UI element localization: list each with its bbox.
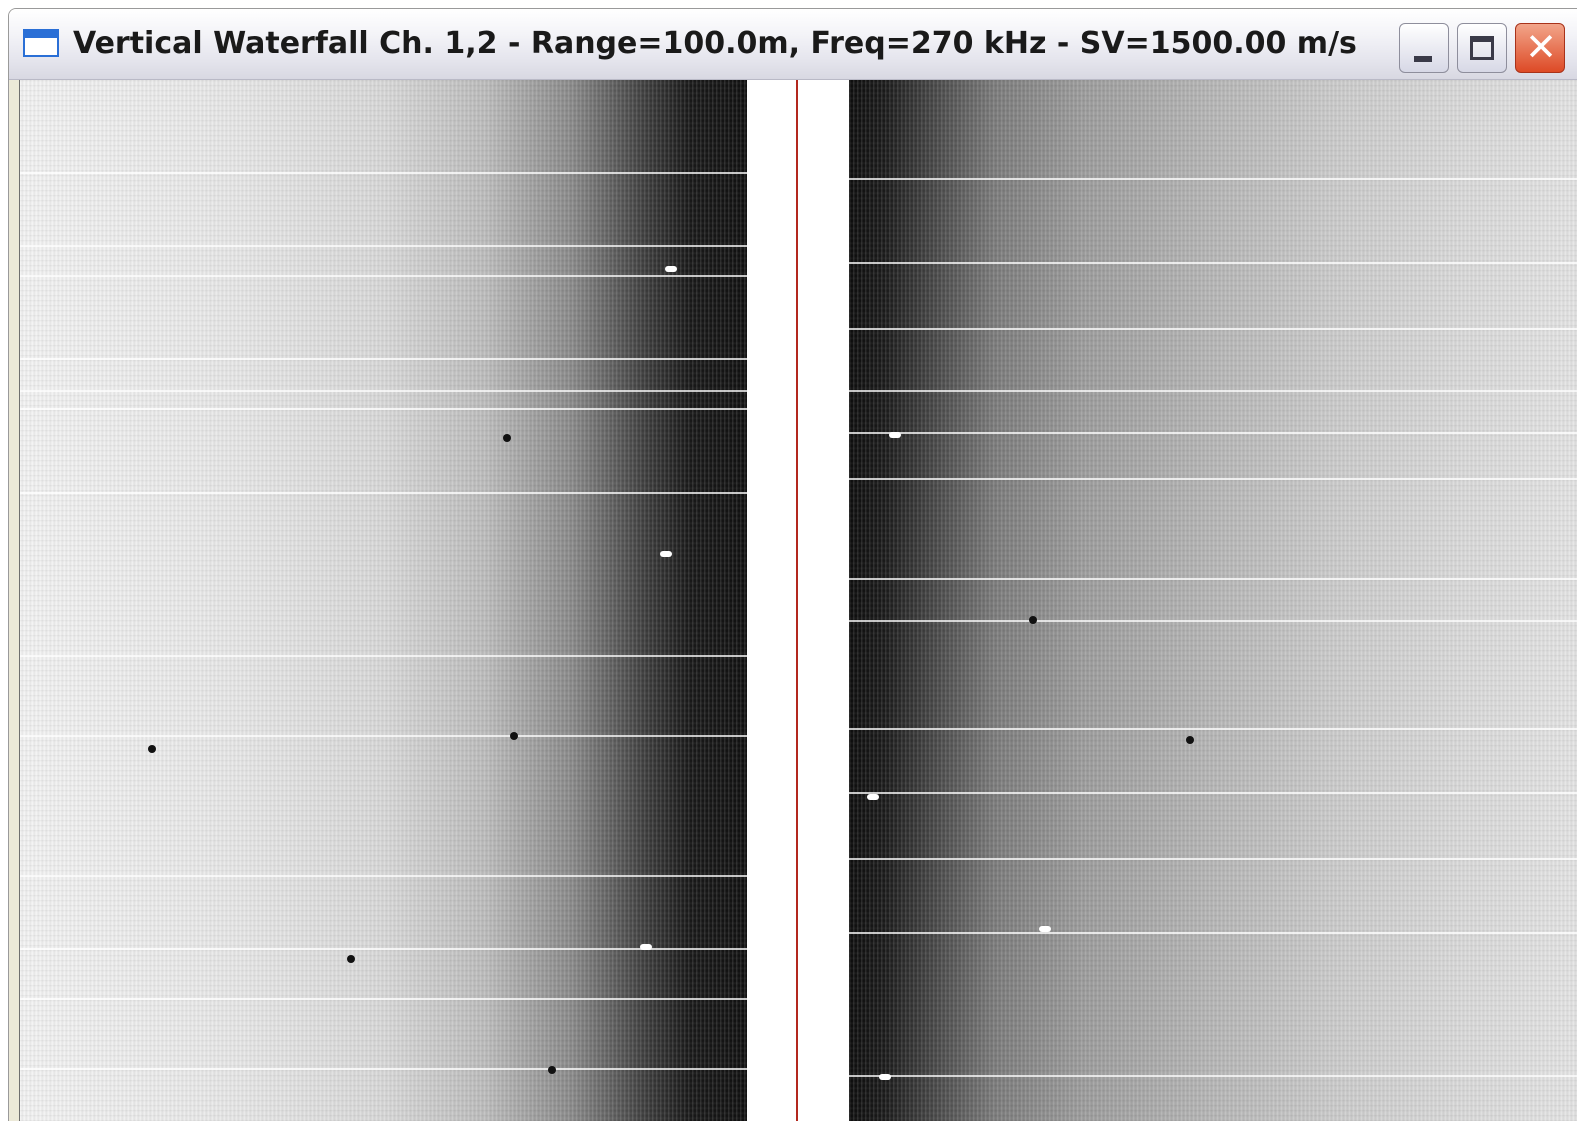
nadir-gap bbox=[747, 80, 849, 1121]
sonar-target bbox=[665, 266, 677, 272]
sonar-target bbox=[660, 551, 672, 557]
scan-line bbox=[849, 390, 1577, 392]
scan-line bbox=[20, 948, 747, 950]
scan-line bbox=[849, 328, 1577, 330]
scan-line bbox=[20, 172, 747, 174]
sonar-target bbox=[503, 434, 511, 442]
sonar-texture bbox=[20, 80, 747, 1121]
maximize-icon bbox=[1470, 36, 1494, 60]
scan-line bbox=[20, 390, 747, 392]
channel-1-waterfall[interactable] bbox=[20, 80, 747, 1121]
scan-line bbox=[20, 358, 747, 360]
waterfall-display[interactable] bbox=[19, 80, 1577, 1121]
scan-line bbox=[20, 735, 747, 737]
sonar-target bbox=[510, 732, 518, 740]
scan-line bbox=[849, 578, 1577, 580]
channel-2-waterfall[interactable] bbox=[849, 80, 1577, 1121]
sonar-waterfall-window: Vertical Waterfall Ch. 1,2 - Range=100.0… bbox=[8, 8, 1577, 1121]
scan-line bbox=[20, 245, 747, 247]
scan-line bbox=[849, 432, 1577, 434]
scan-line bbox=[849, 932, 1577, 934]
scan-line bbox=[849, 262, 1577, 264]
scan-line bbox=[849, 178, 1577, 180]
scan-line bbox=[849, 858, 1577, 860]
maximize-button[interactable] bbox=[1457, 23, 1507, 73]
sonar-target bbox=[640, 944, 652, 950]
sonar-target bbox=[889, 432, 901, 438]
scan-line bbox=[20, 1068, 747, 1070]
sonar-target bbox=[1039, 926, 1051, 932]
scan-line bbox=[849, 728, 1577, 730]
minimize-icon bbox=[1414, 56, 1432, 62]
window-icon[interactable] bbox=[23, 29, 59, 57]
close-button[interactable]: ✕ bbox=[1515, 23, 1565, 73]
sonar-target bbox=[867, 794, 879, 800]
scan-line bbox=[849, 792, 1577, 794]
minimize-button[interactable] bbox=[1399, 23, 1449, 73]
close-icon: ✕ bbox=[1525, 25, 1557, 69]
scan-line bbox=[20, 492, 747, 494]
title-bar[interactable]: Vertical Waterfall Ch. 1,2 - Range=100.0… bbox=[9, 9, 1577, 80]
sonar-target bbox=[148, 745, 156, 753]
sonar-texture bbox=[849, 80, 1577, 1121]
scan-line bbox=[20, 275, 747, 277]
sonar-target bbox=[347, 955, 355, 963]
sonar-target bbox=[548, 1066, 556, 1074]
scan-line bbox=[849, 1075, 1577, 1077]
center-line bbox=[796, 80, 798, 1121]
window-title: Vertical Waterfall Ch. 1,2 - Range=100.0… bbox=[73, 26, 1357, 61]
sonar-target bbox=[879, 1074, 891, 1080]
sonar-target bbox=[1186, 736, 1194, 744]
scan-line bbox=[849, 478, 1577, 480]
sonar-target bbox=[1029, 616, 1037, 624]
scan-line bbox=[20, 875, 747, 877]
scan-line bbox=[20, 655, 747, 657]
scan-line bbox=[20, 998, 747, 1000]
scan-line bbox=[20, 408, 747, 410]
scan-line bbox=[849, 620, 1577, 622]
